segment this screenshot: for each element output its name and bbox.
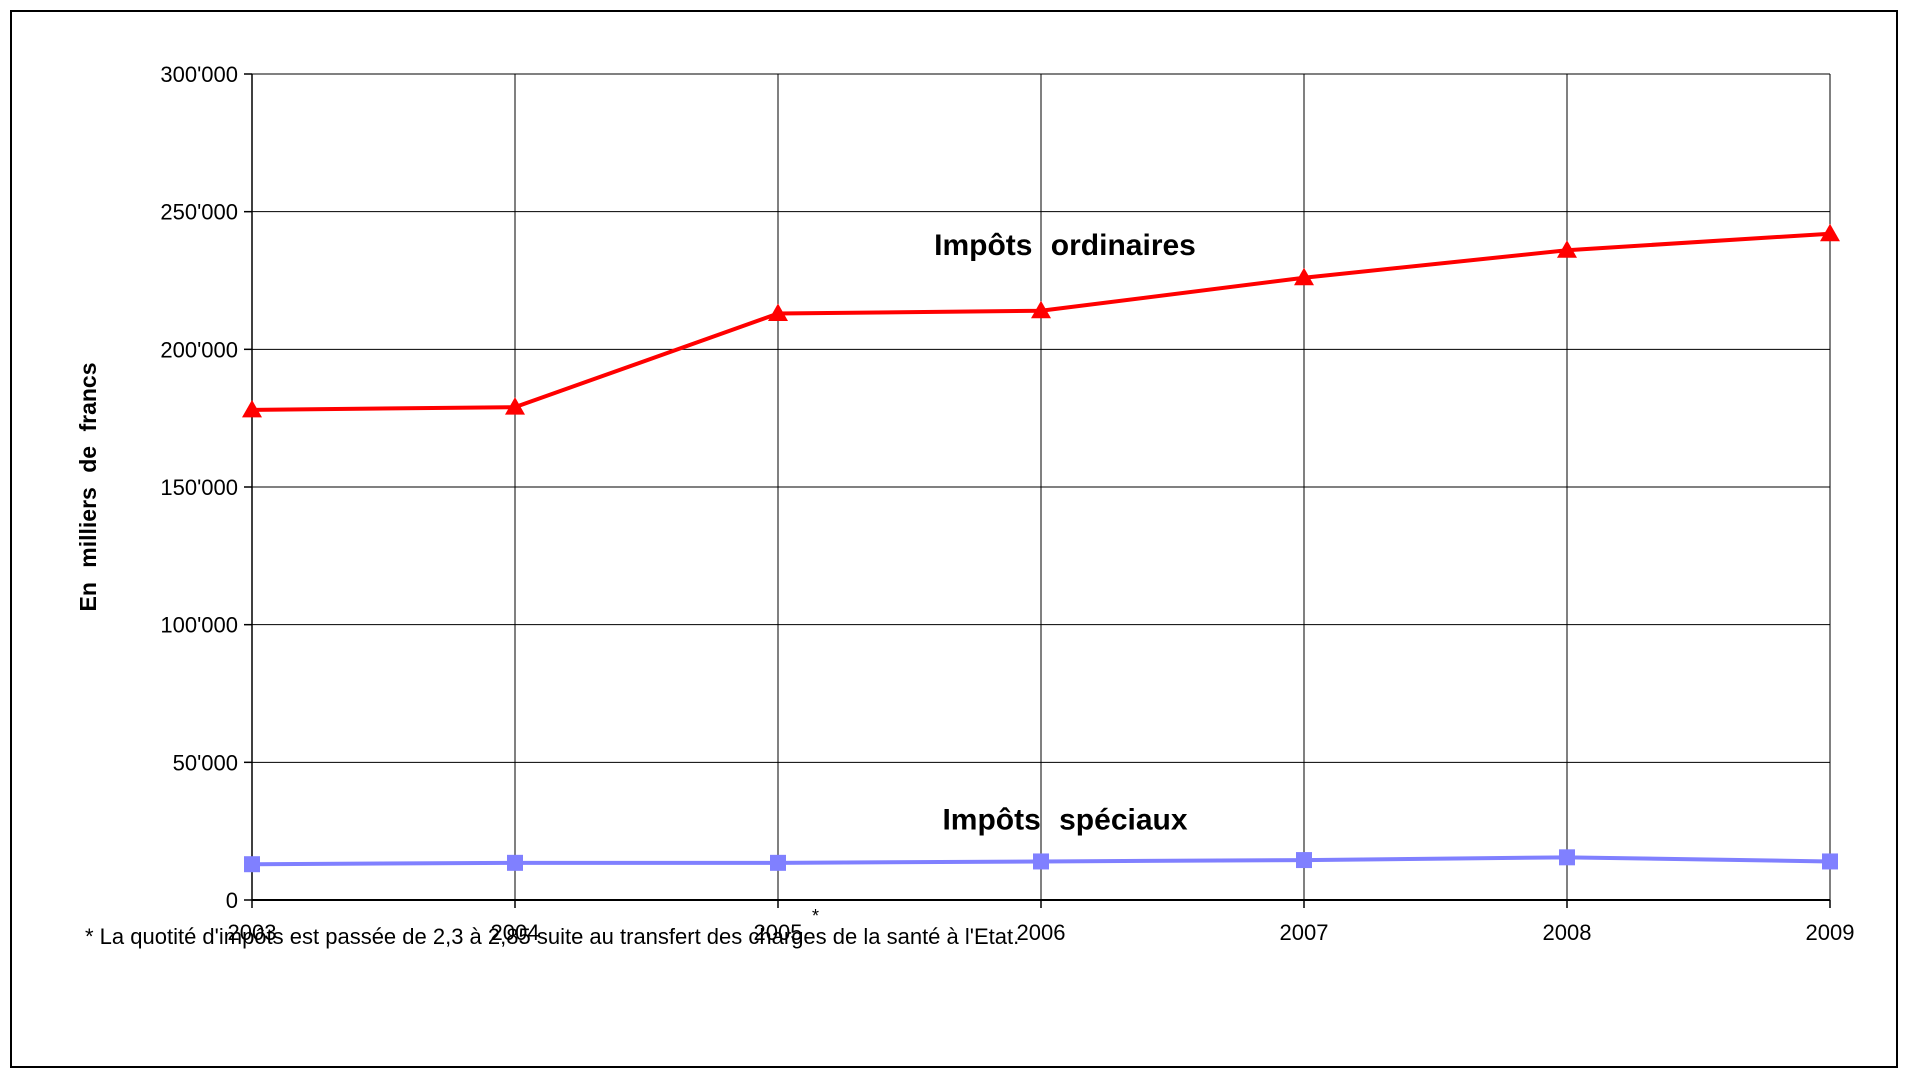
data-point-triangle (1031, 300, 1051, 319)
series-label: Impôts spéciaux (942, 803, 1187, 836)
x-tick-footnote-mark: * (812, 906, 819, 926)
data-point-square (244, 856, 260, 873)
data-point-square (1822, 853, 1838, 870)
y-tick-label: 250'000 (160, 200, 238, 225)
x-tick-label: 2004 (491, 920, 540, 945)
y-tick-label: 150'000 (160, 475, 238, 500)
y-tick-label: 300'000 (160, 62, 238, 87)
data-point-triangle (505, 397, 525, 415)
series-impots-speciaux (244, 849, 1838, 873)
data-point-triangle (1557, 240, 1577, 258)
y-tick-label: 0 (226, 888, 238, 913)
data-point-square (1296, 852, 1312, 869)
x-tick-label: 2005 (754, 920, 803, 945)
x-tick-label: 2007 (1280, 920, 1329, 945)
data-point-triangle (1820, 223, 1840, 242)
data-point-square (1559, 849, 1575, 866)
x-tick-label: 2006 (1017, 920, 1066, 945)
grid-lines (252, 73, 1831, 900)
x-tick-label: 2009 (1806, 920, 1855, 945)
series-labels: Impôts ordinaires Impôts spéciaux (934, 229, 1196, 837)
axes (244, 73, 1831, 908)
series-group (242, 223, 1840, 873)
data-point-triangle (242, 399, 262, 418)
series-label: Impôts ordinaires (934, 229, 1196, 262)
data-point-square (507, 854, 523, 871)
y-axis-title: En milliers de francs (75, 363, 101, 612)
data-point-square (1033, 853, 1049, 870)
series-impots-ordinaires (242, 223, 1840, 418)
data-point-triangle (768, 303, 788, 322)
chart-frame: 0 50'000 100'000 150'000 200'000 250'000 300'0… (10, 10, 1898, 1068)
x-tick-label: 2008 (1543, 920, 1592, 945)
y-tick-label: 50'000 (173, 750, 238, 775)
x-tick-label: 2003 (228, 920, 277, 945)
data-point-square (770, 854, 786, 871)
y-tick-label: 100'000 (160, 613, 238, 638)
line-chart: 0 50'000 100'000 150'000 200'000 250'000 300'0… (75, 62, 1855, 945)
data-point-triangle (1294, 267, 1314, 286)
y-tick-labels: 0 50'000 100'000 150'000 200'000 250'000 300'0… (160, 62, 238, 913)
y-tick-label: 200'000 (160, 337, 238, 362)
x-tick-labels: 2003 2004 2005 * 2006 2007 2008 2009 (228, 906, 1855, 945)
footnote: * La quotité d'impôts est passée de 2,3 … (85, 924, 1020, 949)
